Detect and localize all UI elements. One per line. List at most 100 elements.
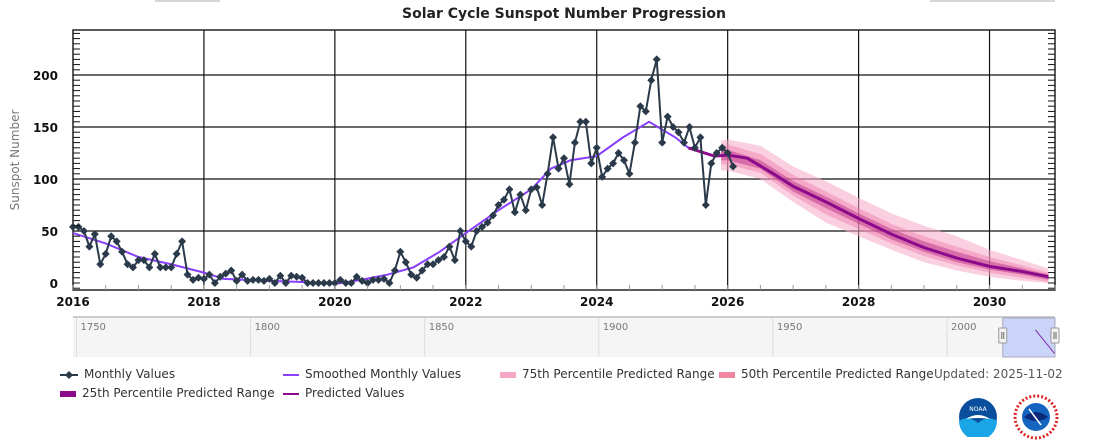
legend-smoothed[interactable]: Smoothed Monthly Values (283, 367, 461, 381)
monthly-point (570, 138, 579, 147)
monthly-point (96, 260, 105, 269)
prediction-bands (721, 139, 1049, 283)
monthly-point (478, 222, 487, 231)
x-tick-label: 2016 (56, 295, 89, 309)
monthly-point (336, 275, 345, 284)
monthly-point (314, 279, 323, 287)
legend-p50[interactable]: 50th Percentile Predicted Range (719, 367, 934, 381)
predicted-legend-icon (283, 392, 299, 395)
navigator-label: 1900 (603, 322, 628, 333)
monthly-point (330, 279, 339, 287)
monthly-point (723, 149, 732, 157)
navigator-handle-right[interactable] (1050, 327, 1060, 344)
monthly-point (150, 249, 159, 258)
monthly-point (129, 263, 138, 272)
legend-p75[interactable]: 75th Percentile Predicted Range (500, 367, 715, 381)
p50-legend-icon (719, 371, 735, 378)
monthly-point (276, 271, 285, 280)
monthly-point (156, 263, 165, 272)
monthly-point (587, 159, 596, 168)
monthly-point (161, 263, 170, 272)
monthly-point (434, 256, 443, 265)
monthly-point (712, 149, 721, 157)
navigator-label: 1950 (777, 322, 802, 333)
legend-p75-label: 75th Percentile Predicted Range (522, 367, 715, 381)
monthly-point (538, 201, 547, 209)
monthly-point (418, 266, 427, 275)
monthly-point (489, 211, 498, 220)
monthly-point (90, 230, 99, 239)
navigator-label: 1850 (429, 322, 454, 333)
navigator[interactable]: 1750 1800 1850 1900 1950 2000 (73, 317, 1060, 358)
monthly-point (107, 232, 116, 241)
monthly-point (374, 275, 383, 284)
monthly-point (172, 249, 181, 258)
monthly-point (707, 159, 716, 168)
y-tick-label: 150 (33, 121, 58, 135)
band-75th (721, 139, 1049, 283)
monthly-point (254, 275, 263, 284)
monthly-point (499, 195, 508, 204)
monthly-point (614, 149, 623, 157)
monthly-point (603, 164, 612, 173)
chart-title: Solar Cycle Sunspot Number Progression (402, 6, 726, 22)
monthly-point (461, 237, 470, 246)
monthly-point (101, 249, 110, 258)
monthly-point (658, 138, 667, 147)
monthly-point (690, 143, 699, 152)
monthly-point (112, 237, 121, 246)
smoothed-line (72, 120, 690, 286)
navigator-bg (73, 318, 1055, 357)
monthly-point (74, 222, 83, 231)
monthly-point (565, 180, 574, 189)
monthly-point (559, 154, 568, 163)
x-tick-label: 2018 (187, 295, 220, 309)
legend-p50-label: 50th Percentile Predicted Range (741, 367, 934, 381)
monthly-point (401, 258, 410, 267)
noaa-logo-text: NOAA (969, 406, 987, 413)
series-markers (69, 55, 738, 287)
navigator-predicted (1035, 329, 1056, 354)
navigator-handle-left[interactable] (998, 327, 1008, 344)
toolbar-strip-right (930, 0, 1055, 2)
monthly-point (363, 279, 372, 287)
navigator-selection[interactable] (1002, 317, 1056, 358)
monthly-point (729, 162, 738, 171)
monthly-point (390, 266, 399, 275)
y-axis-label: Sunspot Number (8, 110, 22, 211)
monthly-point (483, 218, 492, 227)
monthly-point (625, 169, 634, 178)
monthly-point (396, 247, 405, 256)
monthly-point (178, 237, 187, 246)
monthly-point (472, 227, 481, 235)
monthly-point (549, 133, 558, 142)
legend-monthly[interactable]: Monthly Values (60, 367, 175, 381)
monthly-point (494, 201, 503, 209)
monthly-point (298, 273, 307, 282)
y-tick-label: 100 (33, 173, 58, 187)
monthly-point (183, 270, 192, 279)
monthly-point (407, 270, 416, 279)
legend-smoothed-label: Smoothed Monthly Values (305, 367, 462, 381)
monthly-point (516, 190, 525, 199)
monthly-point (598, 172, 607, 181)
monthly-point (341, 279, 350, 287)
monthly-point (369, 275, 378, 284)
legend-predicted[interactable]: Predicted Values (283, 386, 404, 400)
monthly-point (439, 253, 448, 261)
p25-legend-icon (60, 390, 76, 397)
legend-p25[interactable]: 25th Percentile Predicted Range (60, 386, 275, 400)
monthly-point (287, 271, 296, 280)
monthly-point (679, 138, 688, 147)
monthly-point (69, 222, 77, 231)
monthly-point (238, 270, 247, 279)
monthly-point (205, 270, 214, 279)
monthly-point (379, 274, 388, 283)
monthly-point (352, 272, 361, 281)
monthly-point (521, 206, 530, 215)
monthly-point (641, 107, 650, 116)
monthly-point (221, 269, 230, 278)
monthly-point (79, 227, 88, 235)
monthly-point (385, 279, 394, 287)
monthly-point (85, 242, 94, 251)
